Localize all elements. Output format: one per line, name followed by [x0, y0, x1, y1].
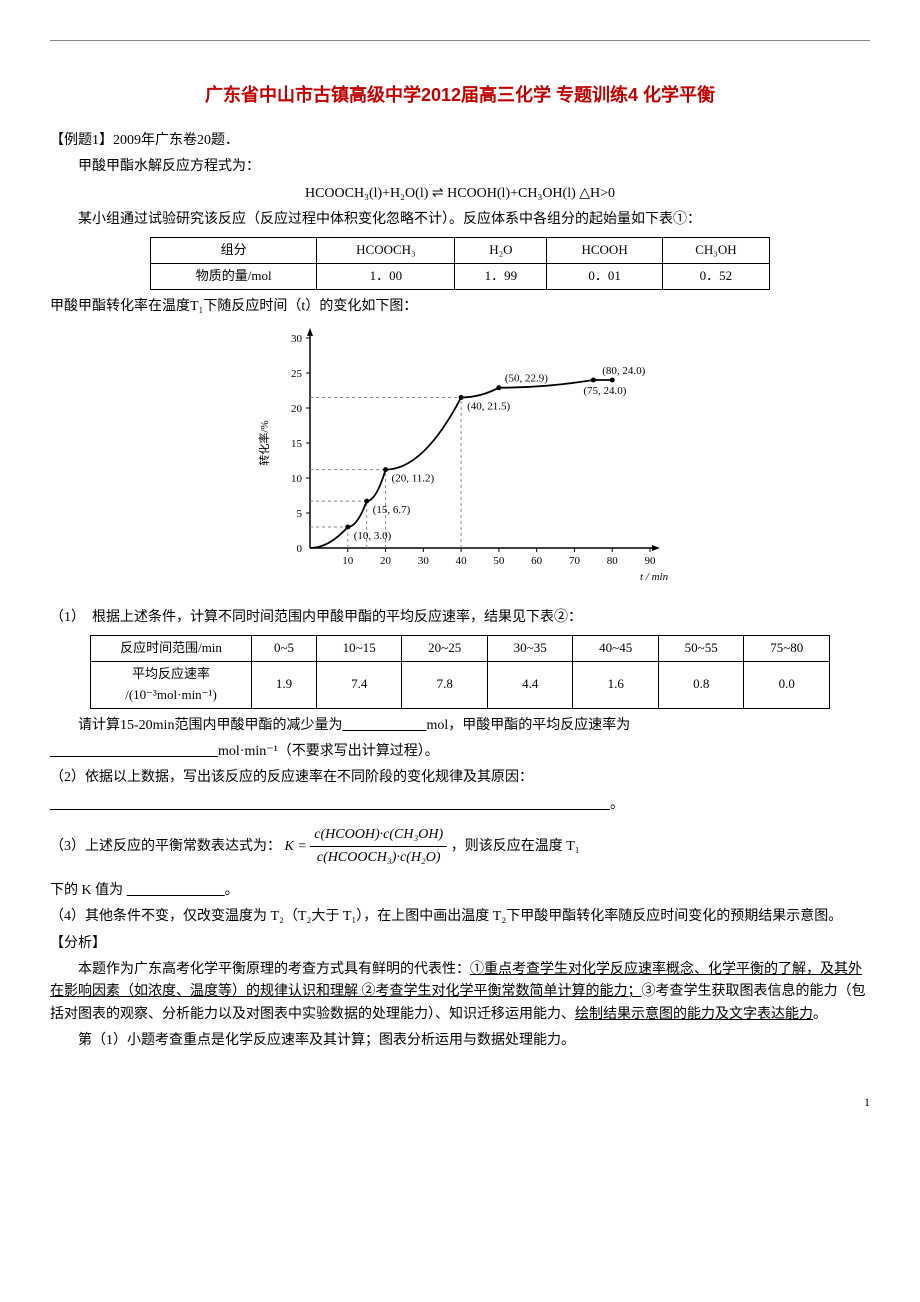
q1-a: 请计算15-20min范围内甲酸甲酯的减少量为: [78, 718, 342, 733]
svg-text:15: 15: [291, 438, 303, 450]
td-val: 1．99: [455, 264, 547, 290]
th-hcooch3: HCOOCH₃: [317, 238, 455, 264]
blank: [342, 718, 426, 733]
q2-blank-line: 。: [50, 794, 870, 816]
svg-text:40: 40: [456, 555, 468, 567]
th-component: 组分: [151, 238, 317, 264]
rate-label-a: 平均反应速率: [101, 664, 241, 685]
table-row: 物质的量/mol 1．00 1．99 0．01 0．52: [151, 264, 770, 290]
q3-line: （3）上述反应的平衡常数表达式为： K = c(HCOOH)·c(CH₃OH) …: [50, 824, 870, 870]
q4: （4）其他条件不变，仅改变温度为 T₂（T₂大于 T₁），在上图中画出温度 T₂…: [50, 906, 870, 928]
td: 7.8: [402, 661, 488, 708]
q3-b: ，则该反应在温度 T₁: [451, 839, 580, 854]
table-rates: 反应时间范围/min 0~5 10~15 20~25 30~35 40~45 5…: [90, 635, 830, 708]
after-table1: 甲酸甲酯转化率在温度T₁下随反应时间（t）的变化如下图：: [50, 296, 870, 318]
svg-text:(50, 22.9): (50, 22.9): [505, 373, 548, 385]
svg-text:20: 20: [291, 403, 303, 415]
th-ch3oh: CH₃OH: [662, 238, 769, 264]
svg-text:50: 50: [493, 555, 505, 567]
q1-b: mol，甲酸甲酯的平均反应速率为: [426, 718, 630, 733]
q3-line2: 下的 K 值为 。: [50, 880, 870, 902]
td: 0.8: [658, 661, 744, 708]
svg-text:30: 30: [291, 333, 303, 345]
svg-text:10: 10: [342, 555, 354, 567]
q3-a: （3）上述反应的平衡常数表达式为：: [50, 839, 281, 854]
svg-text:(80, 24.0): (80, 24.0): [602, 365, 645, 377]
analysis-p1e: 。: [813, 1007, 827, 1022]
example-label: 【例题1】2009年广东卷20题．: [50, 130, 870, 152]
q1-blank-line2: mol·min⁻¹（不要求写出计算过程）。: [50, 741, 870, 763]
q1-intro: （1） 根据上述条件，计算不同时间范围内甲酸甲酯的平均反应速率，结果见下表②：: [50, 607, 870, 629]
svg-text:0: 0: [297, 543, 303, 555]
analysis-p1: 本题作为广东高考化学平衡原理的考查方式具有鲜明的代表性：①重点考查学生对化学反应…: [50, 959, 870, 1026]
fraction: c(HCOOH)·c(CH₃OH) c(HCOOCH₃)·c(H₂O): [310, 824, 447, 870]
td: 20~25: [402, 636, 488, 662]
svg-text:(20, 11.2): (20, 11.2): [392, 473, 435, 485]
svg-text:20: 20: [380, 555, 392, 567]
analysis-p1a: 本题作为广东高考化学平衡原理的考查方式具有鲜明的代表性：: [78, 962, 470, 977]
blank: [50, 744, 218, 759]
svg-text:(15, 6.7): (15, 6.7): [373, 504, 411, 516]
q3-c: 下的 K 值为: [50, 883, 127, 898]
td: 75~80: [744, 636, 830, 662]
frac-num: c(HCOOH)·c(CH₃OH): [310, 824, 447, 847]
td-val: 0．52: [662, 264, 769, 290]
svg-text:70: 70: [569, 555, 581, 567]
th-h2o: H₂O: [455, 238, 547, 264]
conversion-chart: 10 20 30 40 50 60 70 80 90 5 10 15 20 25 30 0 t / min 转化率…: [50, 328, 870, 596]
svg-text:10: 10: [291, 473, 303, 485]
table-row: 反应时间范围/min 0~5 10~15 20~25 30~35 40~45 5…: [91, 636, 830, 662]
svg-text:30: 30: [418, 555, 430, 567]
td-label: 物质的量/mol: [151, 264, 317, 290]
svg-text:25: 25: [291, 368, 303, 380]
analysis-header: 【分析】: [50, 933, 870, 955]
svg-text:5: 5: [297, 508, 303, 520]
svg-text:(75, 24.0): (75, 24.0): [583, 385, 626, 397]
svg-text:90: 90: [645, 555, 657, 567]
td-range-label: 反应时间范围/min: [91, 636, 252, 662]
svg-text:(40, 21.5): (40, 21.5): [467, 401, 510, 413]
page-title: 广东省中山市古镇高级中学2012届高三化学 专题训练4 化学平衡: [50, 81, 870, 110]
td: 0~5: [252, 636, 317, 662]
analysis-p2: 第（1）小题考查重点是化学反应速率及其计算；图表分析运用与数据处理能力。: [50, 1030, 870, 1052]
th-hcooh: HCOOH: [547, 238, 662, 264]
svg-text:t / min: t / min: [640, 571, 669, 583]
q1-blank-line: 请计算15-20min范围内甲酸甲酯的减少量为 mol，甲酸甲酯的平均反应速率为: [50, 715, 870, 737]
td: 10~15: [316, 636, 402, 662]
td-rate-label: 平均反应速率 /(10⁻³mol·min⁻¹): [91, 661, 252, 708]
svg-text:80: 80: [607, 555, 619, 567]
k-letter: K =: [285, 839, 307, 854]
blank: [127, 883, 225, 898]
td-val: 0．01: [547, 264, 662, 290]
td-val: 1．00: [317, 264, 455, 290]
table-row: 组分 HCOOCH₃ H₂O HCOOH CH₃OH: [151, 238, 770, 264]
page-number: 1: [50, 1093, 870, 1112]
intro-line1: 甲酸甲酯水解反应方程式为：: [50, 156, 870, 178]
chart-svg: 10 20 30 40 50 60 70 80 90 5 10 15 20 25 30 0 t / min 转化率…: [250, 328, 670, 588]
td: 1.9: [252, 661, 317, 708]
frac-den: c(HCOOCH₃)·c(H₂O): [310, 847, 447, 869]
q2: （2）依据以上数据，写出该反应的反应速率在不同阶段的变化规律及其原因：: [50, 767, 870, 789]
td: 50~55: [658, 636, 744, 662]
table-row: 平均反应速率 /(10⁻³mol·min⁻¹) 1.9 7.4 7.8 4.4 …: [91, 661, 830, 708]
svg-text:(10, 3.0): (10, 3.0): [354, 530, 392, 542]
td: 4.4: [487, 661, 573, 708]
intro-line2: 某小组通过试验研究该反应（反应过程中体积变化忽略不计）。反应体系中各组分的起始量…: [50, 209, 870, 231]
td: 1.6: [573, 661, 659, 708]
blank: [50, 797, 610, 812]
equation: HCOOCH₃(l)+H₂O(l) ⇌ HCOOH(l)+CH₃OH(l) △H…: [50, 183, 870, 205]
table-initial-amounts: 组分 HCOOCH₃ H₂O HCOOH CH₃OH 物质的量/mol 1．00…: [150, 237, 770, 290]
top-rule: [50, 40, 870, 41]
td: 40~45: [573, 636, 659, 662]
svg-text:60: 60: [531, 555, 543, 567]
td: 30~35: [487, 636, 573, 662]
analysis-p1d: 绘制结果示意图的能力及文字表达能力: [575, 1007, 813, 1022]
svg-text:转化率/%: 转化率/%: [257, 421, 271, 466]
td: 7.4: [316, 661, 402, 708]
q3-d: 。: [225, 883, 239, 898]
rate-label-b: /(10⁻³mol·min⁻¹): [101, 685, 241, 706]
td: 0.0: [744, 661, 830, 708]
q1-c: mol·min⁻¹（不要求写出计算过程）。: [218, 744, 439, 759]
